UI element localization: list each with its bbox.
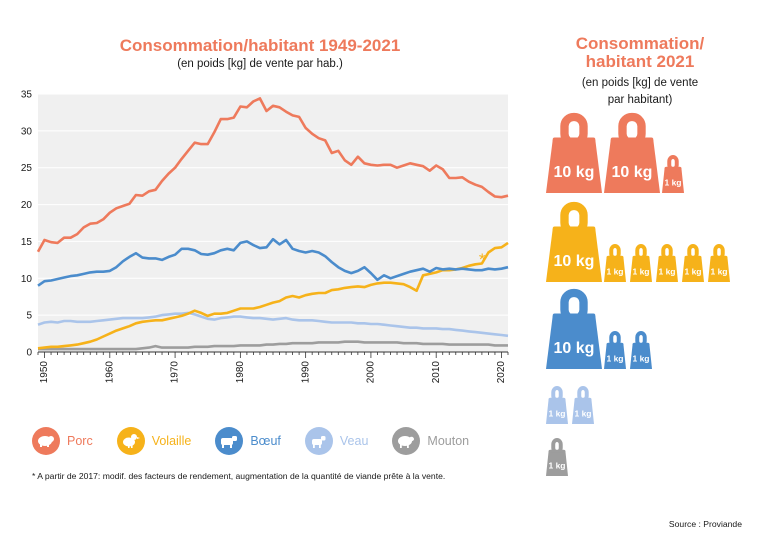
weight-1kg-boeuf: 1 kg (604, 331, 626, 369)
annotation-asterisk: * (479, 250, 486, 269)
cow-icon (215, 427, 244, 455)
x-tick-label: 1980 (235, 361, 246, 384)
footnote: * A partir de 2017: modif. des facteurs … (32, 471, 446, 481)
weight-label: 1 kg (606, 354, 623, 364)
weight-1kg-volaille: 1 kg (630, 244, 652, 282)
y-tick-label: 15 (21, 237, 33, 248)
legend-item-volaille: Volaille (116, 427, 192, 455)
legend-item-mouton: Mouton (392, 427, 469, 455)
legend-item-boeuf: Bœuf (215, 427, 281, 455)
side-subtitle-line2: par habitant) (607, 94, 673, 106)
weight-1kg-mouton: 1 kg (546, 438, 568, 476)
x-tick-label: 1990 (300, 361, 311, 384)
x-tick-label: 1970 (170, 361, 181, 384)
weight-10kg-volaille: 10 kg (546, 201, 602, 282)
chicken-icon (116, 427, 145, 455)
weight-label: 1 kg (658, 267, 675, 277)
weight-1kg-boeuf: 1 kg (630, 331, 652, 369)
pig-icon (32, 427, 60, 455)
side-title-line2: habitant 2021 (585, 52, 695, 71)
weight-1kg-volaille: 1 kg (604, 244, 626, 282)
weight-1kg-veau: 1 kg (546, 386, 568, 424)
weight-10kg-boeuf: 10 kg (546, 288, 602, 369)
weight-label: 1 kg (710, 267, 727, 277)
weight-1kg-volaille: 1 kg (708, 244, 730, 282)
y-tick-label: 25 (21, 163, 33, 174)
source-note: Source : Proviande (668, 519, 742, 529)
side-title-line1: Consommation/ (575, 34, 705, 53)
calf-icon (304, 427, 333, 455)
series-line-mouton (38, 340, 508, 351)
weight-10kg-porc: 10 kg (546, 112, 602, 193)
x-tick-label: 2010 (431, 361, 442, 384)
legend-label: Porc (67, 434, 93, 448)
x-tick-label: 1960 (104, 361, 115, 384)
legend-item-porc: Porc (32, 427, 93, 455)
weight-label: 1 kg (632, 354, 649, 364)
chart-subtitle: (en poids [kg] de vente par hab.) (177, 58, 343, 70)
side-subtitle-line1: (en poids [kg] de vente (581, 77, 699, 89)
weight-label: 10 kg (554, 253, 595, 270)
weight-label: 1 kg (574, 409, 591, 419)
chart-title: Consommation/habitant 1949-2021 (119, 36, 401, 55)
chart-legend: Porc Volaille Bœuf Veau Mouton (32, 424, 493, 458)
y-tick-label: 0 (26, 348, 32, 359)
weight-1kg-porc: 1 kg (662, 155, 684, 193)
weight-label: 1 kg (632, 267, 649, 277)
side-subtitle: (en poids [kg] de vente par habitant) (540, 75, 740, 109)
weight-1kg-veau: 1 kg (572, 386, 594, 424)
series-line-veau (37, 311, 509, 338)
weight-label: 10 kg (554, 164, 595, 181)
legend-label: Mouton (427, 434, 470, 448)
weight-1kg-volaille: 1 kg (656, 244, 678, 282)
weight-label: 1 kg (664, 178, 681, 188)
weight-label: 10 kg (554, 340, 595, 357)
legend-item-veau: Veau (304, 427, 369, 455)
weight-label: 1 kg (684, 267, 701, 277)
weight-label: 1 kg (548, 409, 565, 419)
sheep-icon (392, 427, 421, 455)
legend-label: Bœuf (250, 434, 281, 448)
x-tick-label: 1950 (39, 361, 50, 384)
x-tick-label: 2000 (366, 361, 377, 384)
weight-label: 1 kg (606, 267, 623, 277)
weight-10kg-porc: 10 kg (604, 112, 660, 193)
weight-1kg-volaille: 1 kg (682, 244, 704, 282)
y-tick-label: 20 (21, 200, 33, 211)
y-tick-label: 5 (26, 311, 32, 322)
legend-label: Volaille (151, 434, 192, 448)
weight-label: 10 kg (612, 164, 653, 181)
series-line-porc (36, 97, 509, 253)
series-line-boeuf (37, 237, 509, 287)
legend-label: Veau (339, 434, 369, 448)
series-line-volaille (37, 241, 509, 350)
weight-label: 1 kg (548, 461, 565, 471)
side-title: Consommation/ habitant 2021 (530, 35, 750, 71)
y-tick-label: 35 (21, 90, 33, 101)
plot-area (38, 94, 508, 352)
x-tick-label: 2020 (496, 361, 507, 384)
y-tick-label: 30 (21, 126, 33, 137)
y-tick-label: 10 (21, 274, 33, 285)
